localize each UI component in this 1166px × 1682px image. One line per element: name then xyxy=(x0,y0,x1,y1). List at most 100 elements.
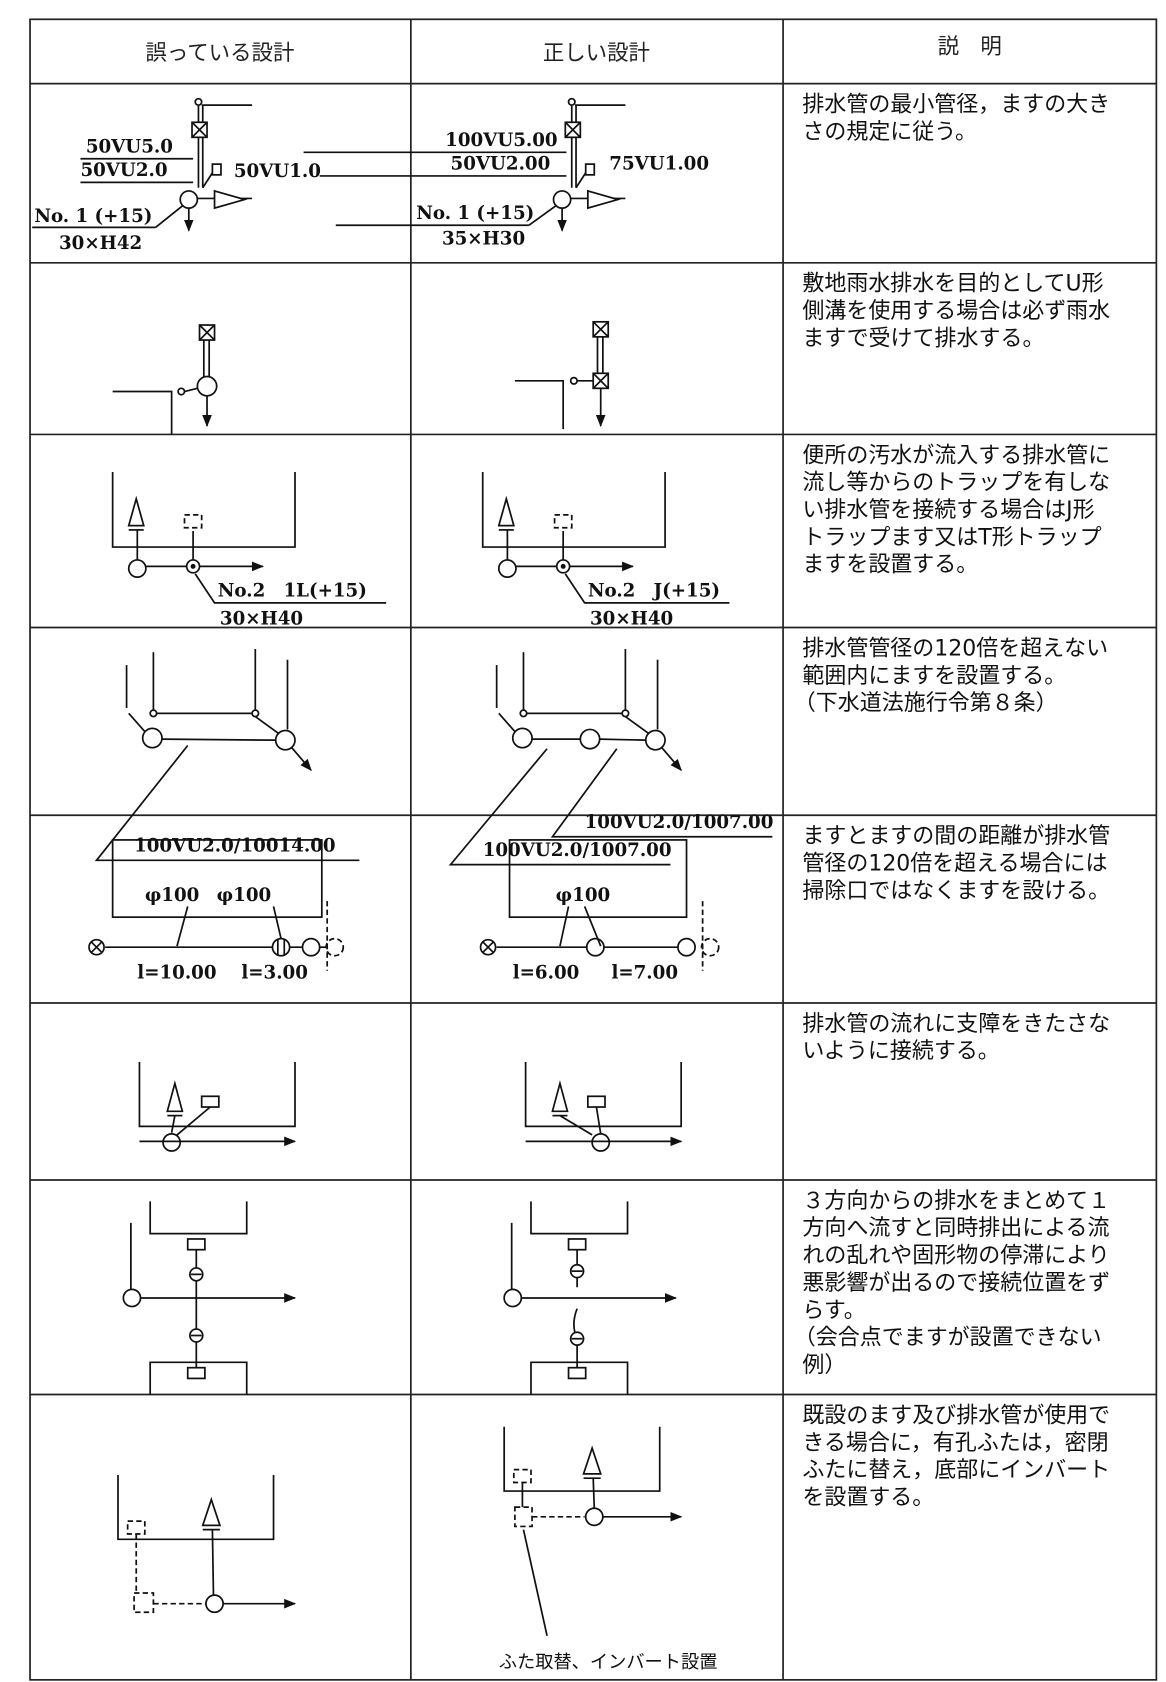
diagram xyxy=(514,320,610,430)
diagram-circle xyxy=(677,937,696,957)
diagram-circle xyxy=(621,709,630,718)
diagram-polyline xyxy=(524,1061,683,1128)
diagram-circle xyxy=(579,728,601,750)
diagram-polyline xyxy=(149,1201,248,1235)
diagram-line xyxy=(211,1529,215,1596)
diagram-rect xyxy=(186,1366,206,1380)
diagram-circle xyxy=(205,1594,224,1614)
note-line: 方向へ流すと同時排出による流 xyxy=(802,1216,1109,1241)
content: 誤っている設計 正しい設計 説 明 50VU5.0 50VU2.0 50VU1.… xyxy=(29,18,1158,1681)
diagram-polyline xyxy=(111,471,296,548)
note-line: 掃除口ではなくますを設ける。 xyxy=(802,879,1110,904)
diagram-path xyxy=(90,941,103,954)
diagram-line xyxy=(176,906,189,947)
notes: 排水管の最小管径，ますの大きさの規定に従う。敷地雨水排水を目的としてU形側溝を使… xyxy=(794,93,1110,1511)
diagram-circle xyxy=(179,190,199,209)
table-grid xyxy=(29,18,1158,1681)
diagram-circle xyxy=(162,1132,182,1152)
diagram-rect xyxy=(567,1238,587,1251)
note-line: れの乱れや固形物の停滞により xyxy=(802,1244,1109,1269)
diagram-polyline xyxy=(550,748,773,838)
diagram-line xyxy=(128,712,146,733)
note-line: ふたに替え，底部にインバート xyxy=(802,1458,1110,1483)
note-line: 敷地雨水排水を目的としてU形 xyxy=(802,272,1103,297)
diagram-polyline xyxy=(117,1474,275,1541)
diagram-path xyxy=(191,121,208,138)
diagram xyxy=(122,1201,297,1395)
diagram-polyline xyxy=(112,390,173,435)
diagram-polygon xyxy=(551,1080,569,1113)
diagram-line xyxy=(559,1114,593,1136)
diagram-circle xyxy=(190,563,196,569)
note-line: ますとますの間の距離が排水管 xyxy=(802,824,1110,849)
note-line: 排水管の最小管径，ますの大き xyxy=(802,93,1110,118)
note-line: 既設のます及び排水管が使用で xyxy=(802,1403,1110,1428)
note-line: ますで受けて排水する。 xyxy=(802,326,1044,351)
diagram-line xyxy=(272,906,282,939)
diagram-line xyxy=(559,906,570,947)
diagram-label: 50VU1.0 xyxy=(234,161,321,182)
diagram-line xyxy=(176,1106,211,1136)
diagram-polygon xyxy=(213,189,248,210)
note-line: 側溝を使用する場合は必ず雨水 xyxy=(802,299,1110,324)
diagram-rect xyxy=(586,1095,606,1108)
diagram-label: No.2 J(+15) xyxy=(588,580,720,601)
note-line: ３方向からの排水をまとめて１ xyxy=(802,1189,1110,1214)
diagram-path xyxy=(592,372,609,389)
diagram-label: 30×H42 xyxy=(59,233,142,254)
diagram-circle xyxy=(591,1132,611,1152)
diagram-line xyxy=(254,715,280,735)
diagram-circle xyxy=(644,729,666,751)
diagram-polygon xyxy=(201,1496,222,1527)
diagram xyxy=(32,97,253,232)
diagram xyxy=(112,324,218,435)
diagram-rect xyxy=(183,514,203,529)
diagram-line xyxy=(161,738,276,742)
note-line: さの規定に従う。 xyxy=(802,120,977,145)
diagram-rect xyxy=(133,1592,155,1614)
diagram-polyline xyxy=(194,573,387,604)
diagram-line xyxy=(583,906,602,947)
diagram-path xyxy=(198,324,216,341)
diagram-polyline xyxy=(514,379,565,430)
diagram-label: l=6.00 xyxy=(513,962,580,983)
diagram-rect xyxy=(186,1238,206,1251)
diagram-circle xyxy=(560,563,566,569)
diagram xyxy=(503,1201,678,1395)
note-line: （会合点でますが設置できない xyxy=(794,1326,1102,1351)
note-line: を設置する。 xyxy=(802,1485,934,1510)
diagram-circle xyxy=(584,1507,604,1527)
diagram-circle xyxy=(519,709,528,718)
diagram-path xyxy=(482,941,495,954)
diagram-circle xyxy=(700,937,720,957)
diagram-circle xyxy=(503,1288,523,1308)
diagram-label: l=10.00 xyxy=(137,962,216,983)
note-line: 悪影響が出るので接続位置をず xyxy=(802,1271,1110,1296)
diagram-circle xyxy=(301,937,321,957)
diagram-line xyxy=(291,747,312,772)
diagram xyxy=(481,471,730,604)
diagram-label: 75VU1.00 xyxy=(609,153,709,174)
diagram-rect xyxy=(584,163,596,176)
table-border xyxy=(29,18,1158,1681)
note-line: （下水道法施行令第８条） xyxy=(794,691,1058,716)
diagram-circle xyxy=(511,727,533,749)
column-header: 正しい設計 xyxy=(543,41,650,66)
diagram-label: ふた取替、インバート設置 xyxy=(499,1652,718,1673)
diagram-rect xyxy=(111,839,323,919)
diagram-polygon xyxy=(582,1445,602,1475)
diagram-circle xyxy=(569,376,578,385)
note-line: 排水管管径の120倍を超えない xyxy=(802,636,1108,661)
diagram-polyline xyxy=(530,1361,629,1395)
diagram xyxy=(117,1474,297,1614)
diagram-polyline xyxy=(448,748,671,866)
diagram-polyline xyxy=(149,1361,248,1395)
diagram xyxy=(448,648,773,866)
diagram-polyline xyxy=(481,471,666,548)
diagram xyxy=(524,1061,683,1152)
column-header: 説 明 xyxy=(938,35,1002,60)
diagram-label: 50VU5.0 xyxy=(86,136,173,157)
diagram-polyline xyxy=(530,1201,629,1235)
diagram-rect xyxy=(567,1366,587,1380)
